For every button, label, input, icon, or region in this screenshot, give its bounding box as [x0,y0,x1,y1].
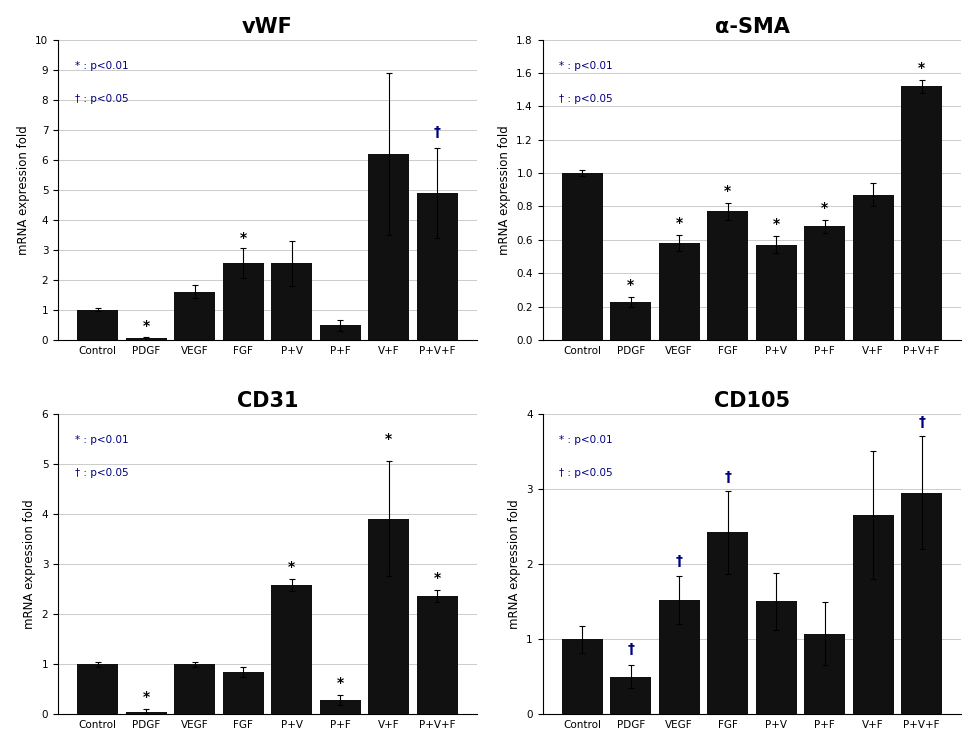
Text: *: * [385,433,392,447]
Bar [803,633,844,714]
Text: † : p<0.05: † : p<0.05 [75,468,128,478]
Bar [174,664,215,714]
Y-axis label: mRNA expression fold: mRNA expression fold [497,125,510,255]
Text: †: † [626,642,633,657]
Bar [852,195,893,340]
Bar [319,700,361,714]
Bar [416,596,457,714]
Text: * : p<0.01: * : p<0.01 [75,61,128,71]
Text: *: * [626,278,634,291]
Text: *: * [821,201,828,215]
Text: †: † [917,415,924,429]
Text: *: * [288,560,295,574]
Bar [561,639,602,714]
Y-axis label: mRNA expression fold: mRNA expression fold [17,125,29,255]
Bar [755,245,796,340]
Bar [706,533,747,714]
Bar [610,677,651,714]
Y-axis label: mRNA expression fold: mRNA expression fold [507,499,520,629]
Bar [125,338,167,340]
Bar [658,243,700,340]
Text: *: * [917,61,924,75]
Bar [174,292,215,340]
Bar [367,154,409,340]
Bar [900,492,941,714]
Title: α-SMA: α-SMA [714,16,788,37]
Text: *: * [143,319,149,333]
Bar [271,585,312,714]
Title: CD31: CD31 [236,391,298,411]
Bar [755,601,796,714]
Text: † : p<0.05: † : p<0.05 [559,93,613,104]
Bar [610,302,651,340]
Text: † : p<0.05: † : p<0.05 [559,468,613,478]
Bar [367,519,409,714]
Text: *: * [675,216,682,230]
Text: * : p<0.01: * : p<0.01 [559,61,613,71]
Title: CD105: CD105 [713,391,789,411]
Bar [319,326,361,340]
Bar [271,264,312,340]
Y-axis label: mRNA expression fold: mRNA expression fold [23,499,36,629]
Text: † : p<0.05: † : p<0.05 [75,93,128,104]
Bar [223,672,264,714]
Text: *: * [239,231,246,245]
Text: †: † [434,125,441,139]
Text: *: * [336,676,343,690]
Text: *: * [143,690,149,704]
Bar [706,211,747,340]
Bar [658,600,700,714]
Bar [852,515,893,714]
Bar [900,87,941,340]
Bar [803,226,844,340]
Text: *: * [723,184,731,198]
Text: *: * [772,217,779,232]
Bar [77,310,118,340]
Text: * : p<0.01: * : p<0.01 [559,435,613,444]
Text: * : p<0.01: * : p<0.01 [75,435,128,444]
Bar [125,712,167,714]
Bar [77,664,118,714]
Text: †: † [724,470,731,483]
Text: †: † [675,554,682,568]
Text: *: * [433,571,441,586]
Bar [561,173,602,340]
Bar [416,193,457,340]
Title: vWF: vWF [241,16,292,37]
Bar [223,264,264,340]
